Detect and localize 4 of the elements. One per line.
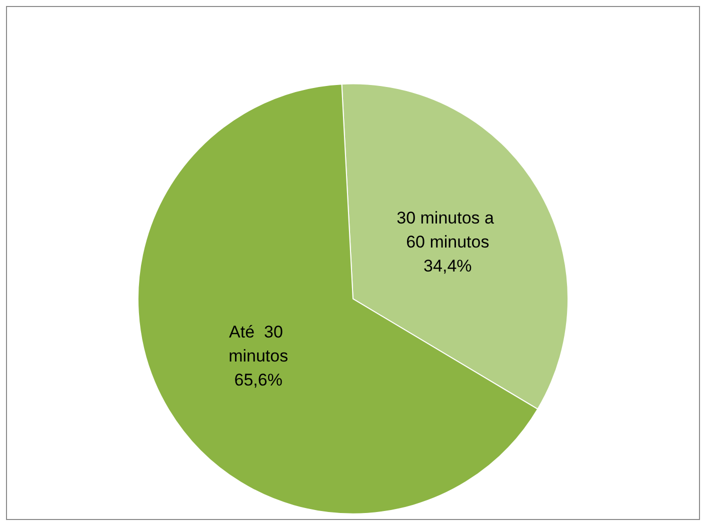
data-label: 34,4% [424,256,472,276]
slice-label: 30 minutos a 60 minutos [396,208,499,252]
data-label: 65,6% [234,370,282,390]
slice-label: Até 30 minutos [228,322,288,366]
